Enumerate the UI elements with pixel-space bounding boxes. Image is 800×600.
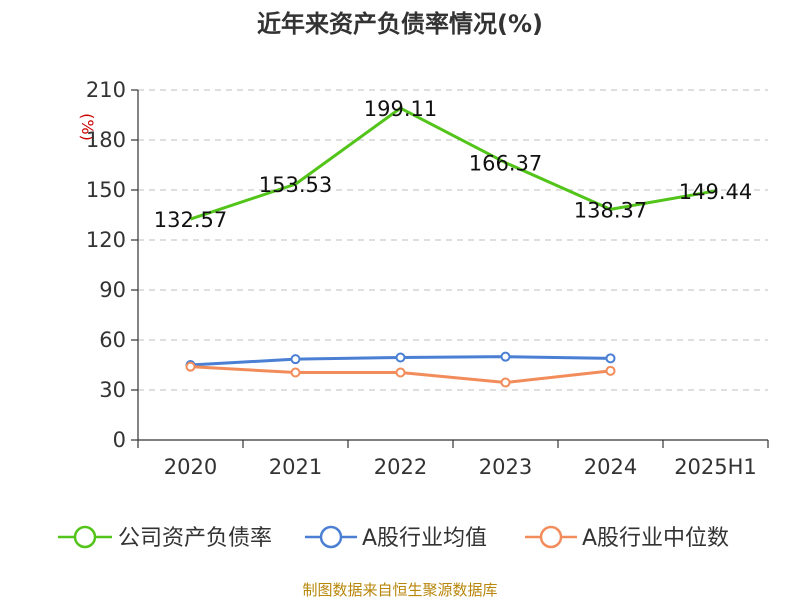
data-label-2025H1: 149.44 [679,180,752,204]
legend-item-0: 公司资产负债率 [58,525,272,551]
legend-item-1: A股行业均值 [305,525,487,551]
y-tick-label-60: 60 [99,328,126,352]
point-2-2023 [500,377,511,388]
data-label-2020: 132.57 [154,208,227,232]
y-tick-label-210: 210 [86,78,126,102]
legend-marker-0 [73,525,97,549]
data-label-2021: 153.53 [259,173,332,197]
x-tick-label-2024: 2024 [584,455,637,479]
point-2-2020 [185,361,196,372]
y-tick-label-150: 150 [86,178,126,202]
legend-label-0: 公司资产负债率 [118,526,272,551]
x-tick-label-2023: 2023 [479,455,532,479]
x-tick-label-2021: 2021 [269,455,322,479]
legend: 公司资产负债率 A股行业均值 A股行业中位数 [58,525,729,551]
point-1-2024 [605,353,616,364]
y-tick-label-180: 180 [86,128,126,152]
legend-marker-1 [319,525,343,549]
point-2-2024 [605,365,616,376]
y-tick-label-0: 0 [113,428,126,452]
x-tick-label-2020: 2020 [164,455,217,479]
point-1-2023 [500,351,511,362]
legend-item-2: A股行业中位数 [525,525,729,551]
y-tick-label-30: 30 [99,378,126,402]
gridlines [138,89,768,391]
point-1-2022 [395,352,406,363]
y-tick-label-90: 90 [99,278,126,302]
point-1-2021 [290,354,301,365]
data-label-2023: 166.37 [469,152,542,176]
legend-label-1: A股行业均值 [362,526,487,551]
y-axis-unit: (%) [78,113,97,141]
data-label-2022: 199.11 [364,97,437,121]
series-line-0 [190,106,716,221]
x-tick-label-2022: 2022 [374,455,427,479]
data-label-2024: 138.37 [574,198,647,222]
series-lines [185,106,716,388]
x-tick-label-2025H1: 2025H1 [674,455,757,479]
data-labels: 132.57 153.53 199.11 166.37 138.37 149.44 [154,97,752,232]
legend-label-2: A股行业中位数 [582,526,729,551]
axes: 0 30 60 90 120 150 180 210 2020 2021 2022 2023 2024 2… [86,78,769,479]
source-note: 制图数据来自恒生聚源数据库 [302,581,497,599]
chart-title: 近年来资产负债率情况(%) [257,10,543,38]
point-2-2022 [395,367,406,378]
y-tick-label-120: 120 [86,228,126,252]
legend-marker-2 [539,525,563,549]
point-2-2021 [290,367,301,378]
